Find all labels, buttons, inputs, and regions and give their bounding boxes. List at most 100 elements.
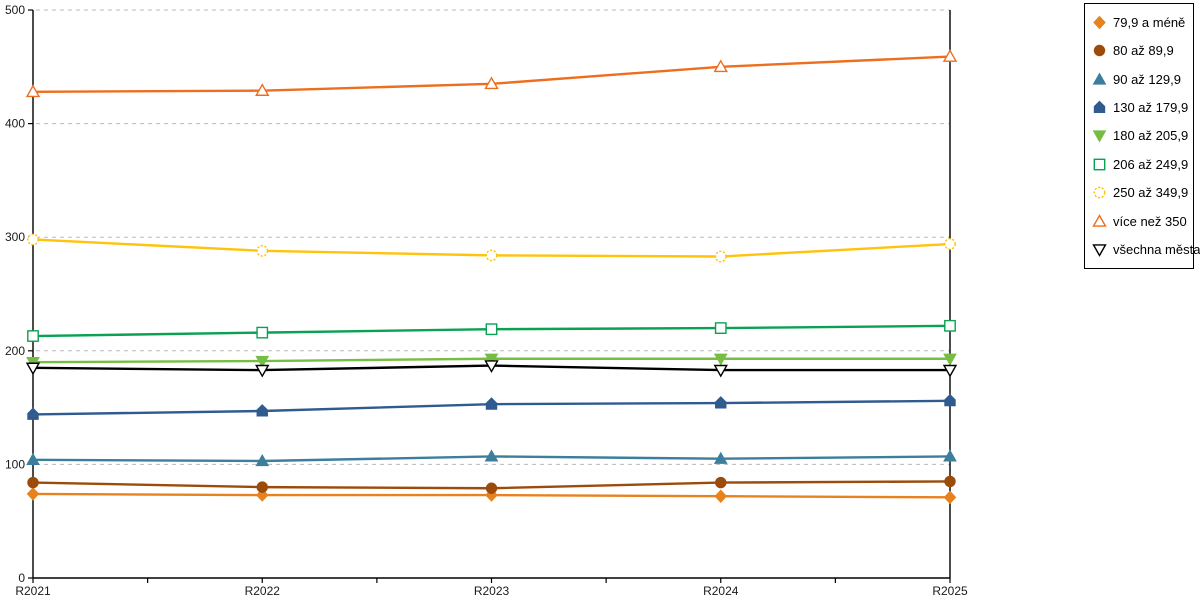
data-point-marker	[484, 449, 499, 462]
data-point-marker	[944, 475, 956, 488]
data-point-marker	[1093, 100, 1106, 114]
data-point-marker	[27, 330, 39, 342]
x-tick-label: R2022	[245, 584, 281, 598]
data-point-marker	[26, 452, 40, 465]
data-point-marker	[713, 364, 728, 378]
diamond-marker-icon	[1093, 15, 1106, 29]
legend-label: 80 až 89,9	[1113, 43, 1174, 59]
data-point-marker	[713, 353, 728, 366]
triangle-down-marker-icon	[1092, 244, 1107, 258]
data-point-marker	[27, 407, 39, 420]
y-tick-label: 500	[5, 3, 25, 17]
data-point-marker	[1092, 244, 1107, 258]
data-point-marker	[713, 451, 728, 464]
data-point-marker	[944, 319, 956, 332]
y-tick-label: 400	[5, 117, 25, 131]
legend-item: 206 až 249,9	[1092, 150, 1193, 178]
legend-item: všechna města	[1092, 236, 1200, 264]
series-5	[27, 319, 956, 342]
series-2	[26, 449, 957, 467]
x-tick-label: R2025	[932, 584, 968, 598]
data-point-marker	[25, 362, 41, 376]
y-tick-label: 300	[5, 230, 25, 244]
triangle-up-marker-icon	[1092, 213, 1107, 227]
data-point-marker	[942, 49, 958, 62]
triangle-down-marker-icon	[1092, 130, 1107, 143]
data-point-marker	[256, 481, 268, 493]
series-1	[27, 475, 956, 494]
data-point-marker	[715, 476, 727, 489]
data-point-marker	[255, 355, 270, 369]
data-point-marker	[1093, 15, 1106, 29]
series-4	[26, 353, 957, 370]
data-point-marker	[714, 322, 727, 334]
legend-item: 80 až 89,9	[1092, 37, 1193, 65]
legend-item: 180 až 205,9	[1092, 122, 1193, 150]
data-point-marker	[713, 59, 728, 73]
data-point-marker	[944, 238, 956, 250]
data-point-marker	[485, 482, 498, 494]
x-tick-label: R2021	[15, 584, 51, 598]
data-point-marker	[25, 84, 41, 98]
y-tick-label: 200	[5, 344, 25, 358]
data-point-marker	[1092, 213, 1107, 227]
data-point-marker	[485, 249, 498, 262]
data-point-marker	[944, 393, 956, 407]
series-7	[25, 49, 958, 98]
data-point-marker	[255, 364, 270, 378]
data-point-marker	[943, 353, 957, 366]
data-point-marker	[256, 326, 269, 339]
x-tick-label: R2024	[703, 584, 739, 598]
data-point-marker	[27, 476, 39, 489]
data-point-marker	[484, 76, 499, 90]
legend-label: všechna města	[1113, 242, 1200, 258]
legend-item: 130 až 179,9	[1092, 94, 1193, 122]
legend-label: 250 až 349,9	[1113, 185, 1189, 201]
legend-label: 130 až 179,9	[1113, 100, 1189, 116]
legend-label: 180 až 205,9	[1113, 128, 1189, 144]
data-point-marker	[715, 396, 727, 409]
legend: 79,9 a méně 80 až 89,9 90 až 129,9 130 až 1…	[1084, 3, 1200, 269]
legend-label: více než 350	[1113, 213, 1187, 229]
data-point-marker	[1092, 130, 1107, 143]
data-point-marker	[1093, 158, 1106, 171]
data-point-marker	[1093, 186, 1106, 199]
data-point-marker	[485, 397, 498, 410]
y-tick-label: 0	[18, 571, 25, 585]
circle-dashed-marker-icon	[1093, 186, 1106, 199]
data-point-marker	[256, 244, 269, 257]
data-point-marker	[27, 233, 39, 246]
circle-marker-icon	[1093, 44, 1106, 57]
legend-item: 79,9 a méně	[1092, 8, 1193, 36]
data-point-marker	[943, 449, 957, 462]
legend-item: více než 350	[1092, 207, 1193, 235]
y-tick-label: 100	[5, 457, 25, 471]
data-point-marker	[484, 360, 499, 373]
triangle-up-marker-icon	[1092, 72, 1107, 85]
legend-label: 90 až 129,9	[1113, 71, 1181, 87]
legend-label: 206 až 249,9	[1113, 156, 1189, 172]
data-point-marker	[1093, 44, 1106, 57]
data-point-marker	[1092, 72, 1107, 85]
pentagon-marker-icon	[1093, 100, 1106, 114]
series-6	[27, 233, 956, 263]
legend-label: 79,9 a méně	[1113, 14, 1186, 30]
legend-item: 90 až 129,9	[1092, 65, 1193, 93]
data-point-marker	[255, 453, 270, 467]
series-8	[25, 360, 958, 378]
data-point-marker	[485, 323, 498, 336]
data-point-marker	[255, 83, 270, 96]
data-point-marker	[26, 487, 40, 501]
data-point-marker	[714, 489, 728, 503]
square-marker-icon	[1093, 158, 1106, 171]
data-point-marker	[943, 490, 957, 505]
series-3	[27, 393, 956, 420]
data-point-marker	[942, 364, 958, 378]
x-tick-label: R2023	[474, 584, 510, 598]
data-point-marker	[714, 250, 727, 263]
legend-item: 250 až 349,9	[1092, 179, 1193, 207]
data-point-marker	[256, 404, 268, 417]
data-point-marker	[484, 353, 499, 366]
